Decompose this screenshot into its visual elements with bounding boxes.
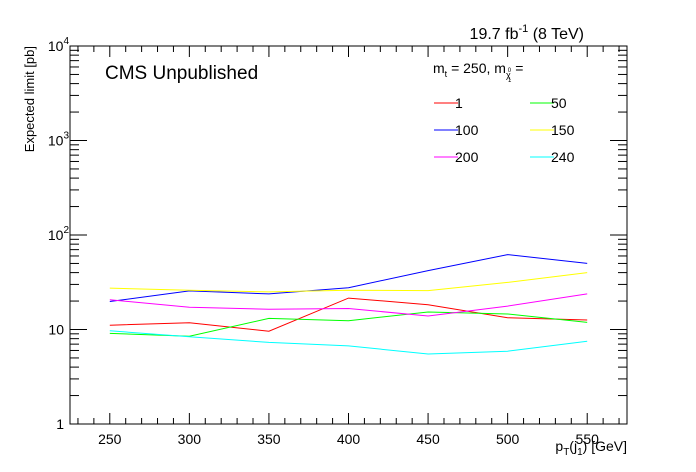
series-line-1	[109, 297, 588, 332]
x-tick-label: 250	[98, 431, 122, 447]
series-line-50	[109, 311, 588, 337]
cms-label: CMS Unpublished	[105, 63, 258, 84]
x-tick-label: 500	[496, 431, 520, 447]
series-line-200	[109, 293, 588, 317]
y-tick-label: 10	[48, 322, 64, 338]
series-line-240	[109, 330, 588, 355]
y-tick-label: 104	[48, 36, 70, 54]
x-tick-label: 450	[416, 431, 440, 447]
legend-label-200: 200	[455, 149, 479, 165]
x-axis-title: pT(j1) [GeV]	[555, 438, 627, 458]
legend-label-1: 1	[455, 95, 463, 111]
y-tick-label: 1	[56, 416, 64, 432]
legend-header: mt = 250, mχ0 1 =	[433, 60, 523, 84]
lumi-label: 19.7 fb-1 (8 TeV)	[470, 23, 584, 43]
x-tick-label: 400	[337, 431, 361, 447]
y-tick-label: 102	[48, 225, 70, 243]
legend-label-50: 50	[551, 95, 567, 111]
x-tick-label: 550	[576, 431, 600, 447]
y-tick-label: 103	[48, 131, 70, 149]
series-line-100	[109, 254, 588, 302]
x-tick-label: 300	[178, 431, 202, 447]
series-line-150	[109, 272, 588, 293]
legend-label-240: 240	[551, 149, 575, 165]
y-axis-title: Expected limit [pb]	[22, 46, 37, 152]
legend-label-150: 150	[551, 122, 575, 138]
legend-label-100: 100	[455, 122, 479, 138]
x-tick-label: 350	[257, 431, 281, 447]
